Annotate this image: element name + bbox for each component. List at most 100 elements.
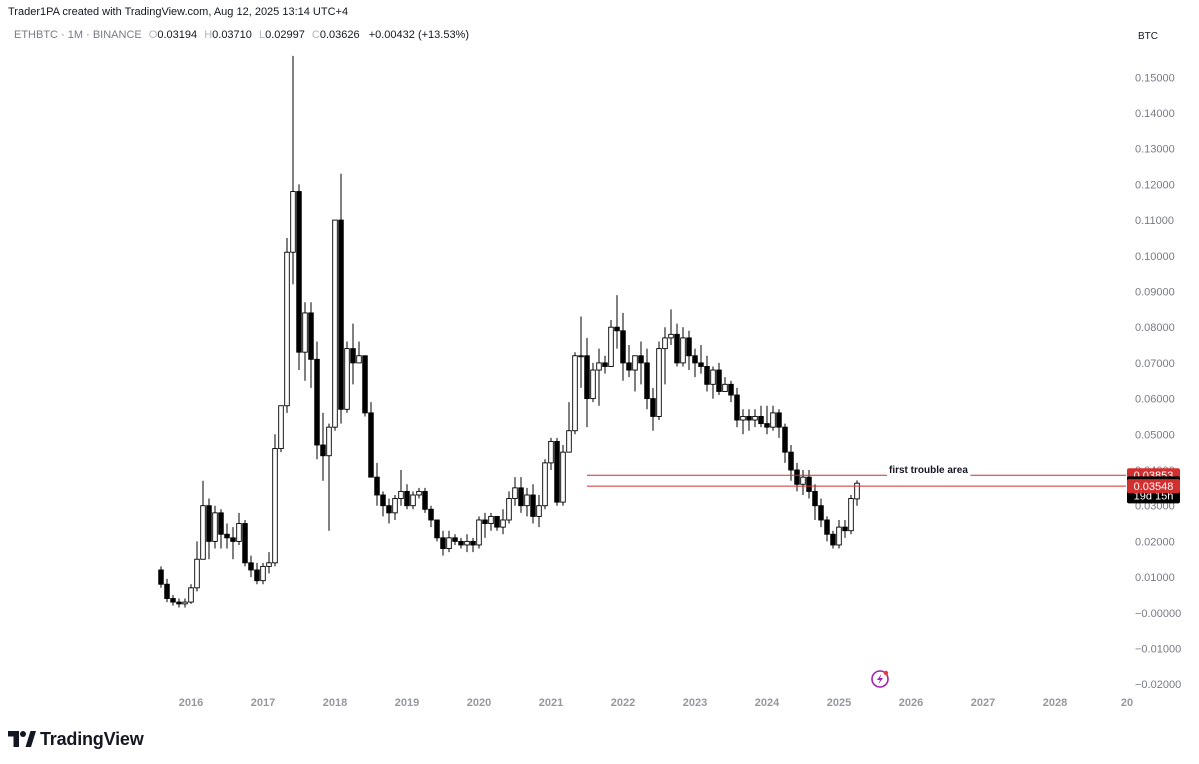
candle	[512, 477, 518, 506]
candle	[326, 423, 332, 531]
time-tick-label: 2024	[755, 697, 780, 709]
candle	[290, 55, 296, 285]
candle	[614, 295, 620, 349]
candle	[302, 302, 308, 381]
price-tick-label: 0.10000	[1135, 251, 1175, 263]
candle	[848, 494, 854, 535]
candle	[272, 434, 278, 567]
tradingview-logo-icon	[8, 731, 36, 747]
candle	[254, 562, 260, 585]
level-price-tag	[1127, 479, 1180, 494]
price-unit-label: BTC	[1138, 31, 1158, 42]
price-tick-label: −0.00000	[1135, 608, 1181, 620]
candle	[698, 345, 704, 374]
candle	[800, 470, 806, 495]
candle	[602, 355, 608, 374]
price-tick-label: 0.14000	[1135, 108, 1175, 120]
candle	[398, 470, 404, 506]
candle	[380, 491, 386, 517]
level-price-tag-text: 0.03548	[1134, 481, 1174, 493]
lightning-icon[interactable]	[871, 670, 889, 688]
high-label: H	[204, 29, 213, 41]
candle	[392, 494, 398, 520]
candle	[662, 327, 668, 385]
candle	[386, 498, 392, 524]
candle	[644, 348, 650, 410]
candle	[650, 387, 656, 431]
candle	[716, 362, 722, 396]
candle	[374, 462, 380, 506]
candle	[836, 519, 842, 549]
candle	[458, 537, 464, 549]
time-tick-label: 20	[1121, 697, 1133, 709]
candle	[446, 530, 452, 553]
candle	[524, 487, 530, 517]
candle	[680, 327, 686, 367]
candle	[278, 405, 284, 453]
candle	[656, 341, 662, 421]
price-tick-label: 0.01000	[1135, 572, 1175, 584]
candle	[320, 412, 326, 481]
candle	[548, 437, 554, 470]
candle	[722, 377, 728, 392]
candle	[734, 387, 740, 428]
candle	[770, 405, 776, 431]
candle	[590, 362, 596, 403]
candle	[566, 402, 572, 453]
price-tick-label: 0.05000	[1135, 429, 1175, 441]
candle	[242, 519, 248, 567]
time-axis[interactable]: 2016 2017 2018 2019 2020 2021 2022 2023 2024 2025…	[179, 697, 1133, 709]
candle	[416, 487, 422, 499]
candle	[758, 405, 764, 428]
symbol-label[interactable]: ETHBTC · 1M · BINANCE	[14, 29, 142, 41]
candle	[428, 505, 434, 528]
candle	[404, 484, 410, 510]
candle	[230, 527, 236, 560]
price-tick-label: 0.15000	[1135, 72, 1175, 84]
time-tick-label: 2017	[251, 697, 275, 709]
candle	[500, 509, 506, 535]
candle	[194, 541, 200, 592]
price-axis[interactable]: 0.15000 0.14000 0.13000 0.12000 0.11000 0.100…	[1135, 72, 1181, 691]
candle	[824, 516, 830, 542]
candle	[560, 445, 566, 506]
price-tick-label: 0.13000	[1135, 144, 1175, 156]
candle	[332, 219, 338, 431]
candle	[578, 316, 584, 388]
candle	[494, 515, 500, 531]
candle	[536, 494, 542, 528]
price-tick-label: −0.02000	[1135, 679, 1181, 691]
countdown-tag-text: 19d 15h	[1134, 490, 1174, 502]
candle	[176, 598, 182, 608]
candle	[764, 405, 770, 435]
candle	[440, 530, 446, 556]
time-tick-label: 2026	[899, 697, 923, 709]
candle	[620, 312, 626, 381]
candle	[452, 534, 458, 545]
candle	[812, 484, 818, 520]
tradingview-logo[interactable]: TradingView	[8, 728, 144, 750]
time-tick-label: 2019	[395, 697, 419, 709]
candle	[422, 487, 428, 513]
candle	[266, 552, 272, 574]
candle	[596, 348, 602, 406]
open-label: O	[148, 29, 158, 41]
candle	[854, 480, 860, 506]
price-tick-label: 0.02000	[1135, 536, 1175, 548]
candle	[170, 594, 176, 606]
candle	[668, 309, 674, 346]
candle	[260, 562, 266, 585]
price-tick-label: 0.11000	[1135, 215, 1174, 227]
candle	[164, 578, 170, 603]
candle	[212, 505, 218, 549]
chart-creator-caption: Trader1PA created with TradingView.com, …	[8, 6, 349, 18]
candle	[188, 584, 194, 604]
candle	[410, 491, 416, 510]
price-tick-label: 0.07000	[1135, 358, 1175, 370]
candle	[356, 341, 362, 364]
trouble-area-annotation[interactable]: first trouble area	[889, 465, 968, 476]
candle	[692, 348, 698, 378]
candle	[482, 512, 488, 538]
